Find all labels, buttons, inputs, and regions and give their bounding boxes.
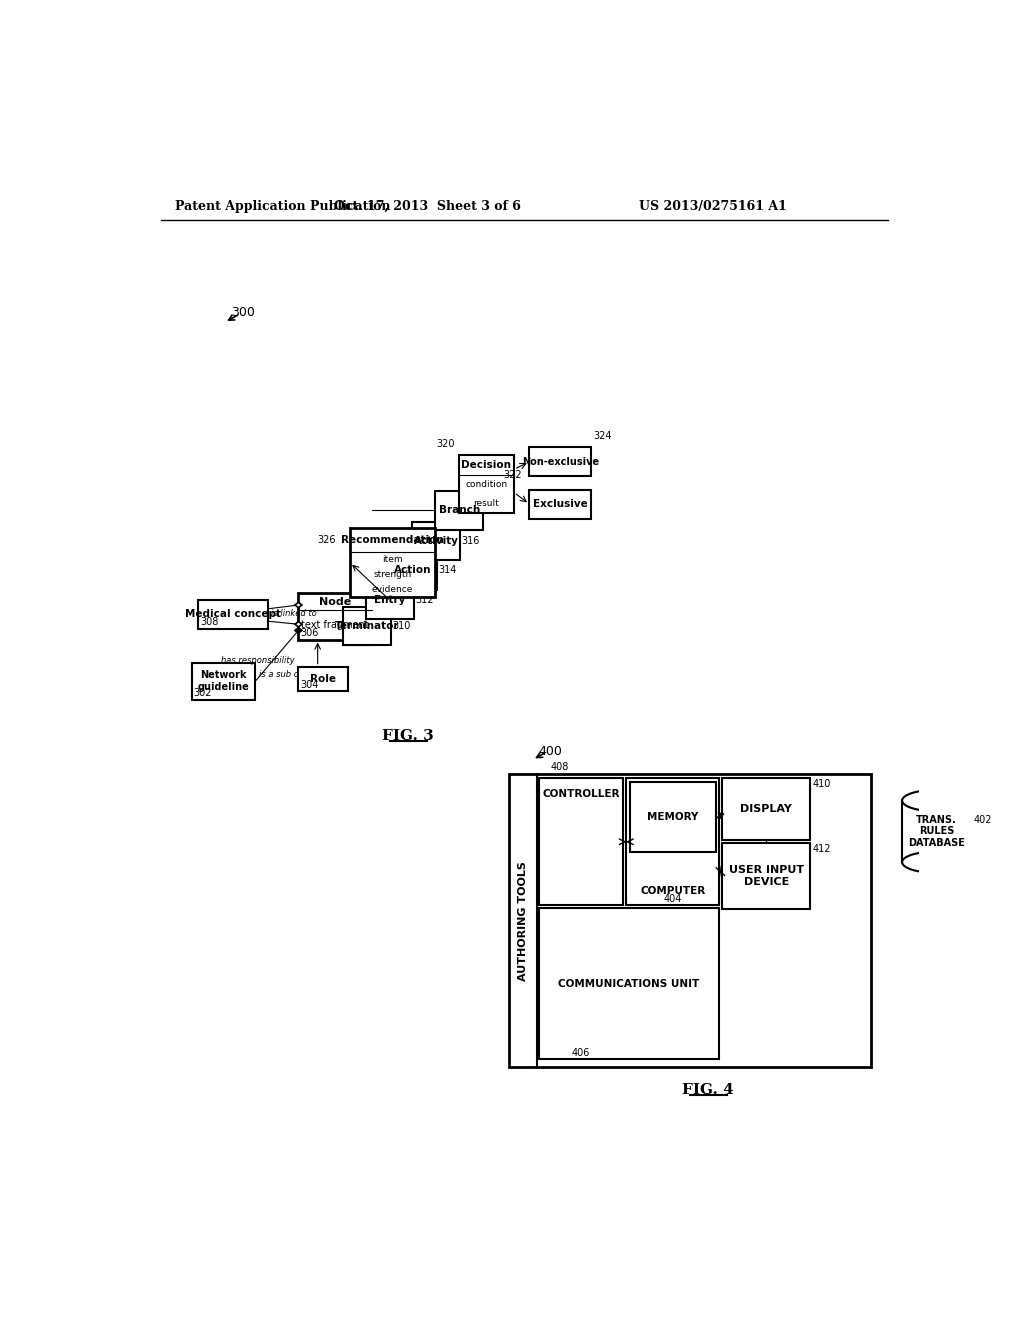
Bar (722, 779, 810, 840)
Text: 402: 402 (974, 814, 992, 825)
Ellipse shape (902, 789, 972, 812)
Text: Role: Role (310, 675, 337, 684)
Bar (539, 908, 719, 1059)
Text: FIG. 4: FIG. 4 (682, 1084, 734, 1097)
Text: MEMORY: MEMORY (647, 812, 698, 822)
Text: AUTHORING TOOLS: AUTHORING TOOLS (518, 861, 528, 981)
Polygon shape (295, 602, 302, 607)
Text: US 2013/0275161 A1: US 2013/0275161 A1 (639, 199, 786, 213)
Text: Network
guideline: Network guideline (198, 671, 250, 692)
Polygon shape (295, 628, 302, 634)
Bar (298, 594, 372, 640)
Text: 306: 306 (300, 628, 318, 638)
Text: 410: 410 (813, 779, 831, 789)
Text: generates: generates (376, 545, 385, 587)
Text: COMMUNICATIONS UNIT: COMMUNICATIONS UNIT (558, 979, 699, 989)
Text: 316: 316 (462, 536, 480, 546)
Text: 414: 414 (664, 841, 682, 850)
Bar (367, 581, 414, 619)
Text: FIG. 3: FIG. 3 (382, 729, 433, 743)
Bar (529, 490, 591, 519)
Text: 412: 412 (813, 843, 831, 854)
Bar (389, 552, 437, 590)
Text: 408: 408 (550, 762, 568, 772)
Text: result: result (473, 499, 499, 508)
Text: Entry: Entry (375, 594, 406, 605)
Text: CONTROLLER: CONTROLLER (543, 788, 620, 799)
Text: 324: 324 (593, 432, 611, 441)
Text: Recommendation: Recommendation (341, 535, 443, 545)
Text: is a sub of: is a sub of (259, 669, 302, 678)
Bar (298, 667, 348, 692)
Text: has responsibility: has responsibility (221, 656, 295, 665)
Text: Node: Node (318, 597, 351, 606)
Text: 320: 320 (436, 438, 455, 449)
Bar (539, 779, 624, 906)
Bar (435, 491, 483, 529)
Text: 326: 326 (317, 535, 336, 545)
Polygon shape (295, 622, 302, 627)
Text: 304: 304 (300, 680, 318, 689)
Text: Non-exclusive: Non-exclusive (521, 457, 599, 467)
Text: 322: 322 (503, 470, 521, 480)
Bar (350, 528, 435, 598)
Text: Patent Application Publication: Patent Application Publication (175, 199, 391, 213)
Text: Activity: Activity (414, 536, 459, 546)
Bar (193, 663, 255, 700)
Bar (722, 843, 810, 909)
Text: item: item (382, 556, 402, 564)
Text: strength: strength (373, 570, 412, 579)
Bar (509, 775, 871, 1067)
Text: COMPUTER: COMPUTER (640, 887, 706, 896)
Text: Action: Action (394, 565, 432, 576)
Text: Medical concept: Medical concept (185, 610, 281, 619)
Text: Oct. 17, 2013  Sheet 3 of 6: Oct. 17, 2013 Sheet 3 of 6 (334, 199, 520, 213)
Text: 318: 318 (484, 506, 503, 515)
Bar (529, 447, 591, 477)
Bar (627, 779, 719, 906)
Bar (413, 521, 460, 561)
Text: is linked to: is linked to (271, 609, 317, 618)
Text: text fragment: text fragment (301, 619, 369, 630)
Text: DISPLAY: DISPLAY (740, 804, 793, 814)
Text: 300: 300 (230, 306, 255, 319)
Bar (459, 455, 514, 512)
Text: 302: 302 (194, 688, 212, 698)
Text: evidence: evidence (372, 585, 413, 594)
Text: USER INPUT
DEVICE: USER INPUT DEVICE (729, 865, 804, 887)
Bar (199, 599, 267, 628)
Bar (902, 800, 972, 862)
Text: 404: 404 (664, 894, 682, 904)
Text: TRANS.
RULES
DATABASE: TRANS. RULES DATABASE (908, 814, 966, 847)
Text: Exclusive: Exclusive (532, 499, 588, 510)
Bar (343, 607, 391, 645)
Text: Decision: Decision (461, 459, 511, 470)
Text: 406: 406 (571, 1048, 590, 1057)
Text: 308: 308 (200, 618, 218, 627)
Text: 314: 314 (438, 565, 457, 576)
Text: 310: 310 (392, 620, 411, 631)
Text: 312: 312 (416, 594, 434, 605)
Ellipse shape (902, 851, 972, 873)
Text: Terminator: Terminator (335, 620, 399, 631)
Text: 400: 400 (539, 744, 562, 758)
Text: condition: condition (465, 480, 507, 488)
Bar (630, 781, 716, 851)
Text: Branch: Branch (438, 506, 480, 515)
